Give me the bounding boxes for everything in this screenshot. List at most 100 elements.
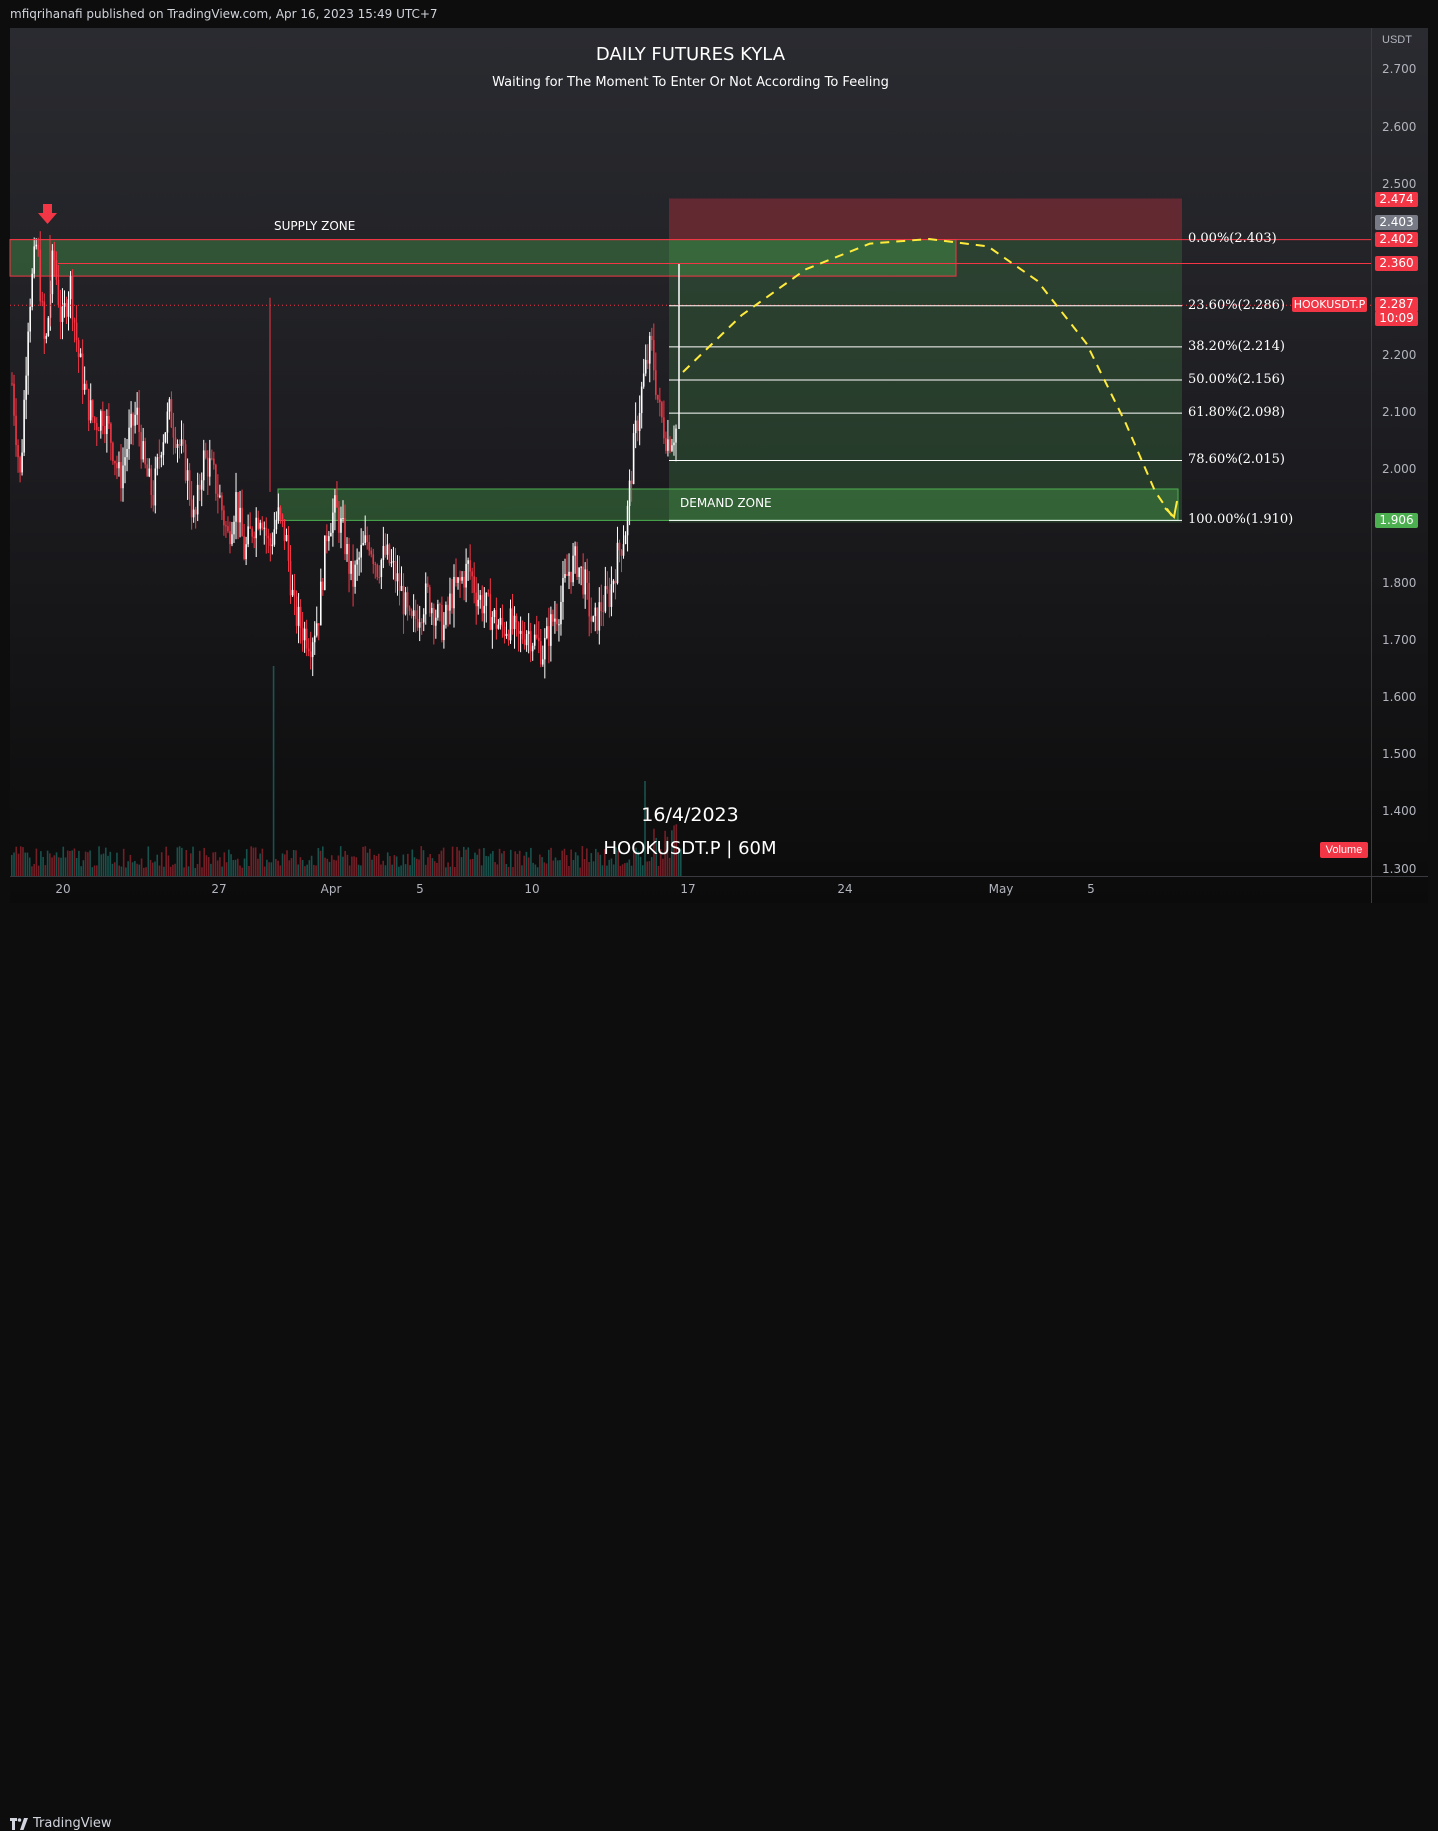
candle	[572, 555, 574, 583]
candle	[519, 630, 522, 634]
volume-bar	[398, 866, 400, 876]
volume-bar	[221, 866, 223, 876]
candle	[239, 507, 241, 523]
volume-bar	[621, 864, 624, 876]
candle	[564, 574, 566, 578]
price-axis-tick: 2.700	[1382, 62, 1417, 77]
candle	[77, 340, 80, 358]
candle	[414, 610, 417, 619]
candle	[616, 542, 619, 584]
candle	[590, 616, 593, 622]
volume-bar	[503, 850, 505, 876]
candle	[382, 545, 385, 560]
volume-bar	[250, 846, 253, 876]
candle	[505, 633, 508, 637]
volume-bar	[192, 846, 194, 876]
candle	[192, 509, 195, 518]
volume-bar	[586, 848, 588, 876]
volume-bar	[55, 852, 58, 876]
volume-bar	[590, 853, 593, 876]
candle	[188, 470, 191, 500]
volume-bar	[93, 865, 96, 876]
volume-bar	[129, 854, 132, 876]
volume-bar	[147, 846, 150, 876]
chart-canvas[interactable]	[0, 0, 1438, 939]
candle	[531, 645, 534, 652]
volume-bar	[454, 866, 456, 876]
volume-bar	[534, 864, 537, 876]
volume-bar	[389, 856, 391, 876]
candle	[648, 335, 651, 364]
volume-tag[interactable]: Volume	[1320, 842, 1368, 858]
volume-bar	[646, 861, 649, 876]
volume-bar	[102, 853, 105, 876]
candle	[443, 624, 445, 641]
volume-bar	[644, 781, 646, 876]
chart-area[interactable]	[10, 28, 1428, 903]
candle	[116, 463, 118, 469]
volume-bar	[362, 846, 364, 876]
volume-bar	[328, 861, 331, 876]
candle	[511, 608, 514, 630]
volume-bar	[601, 865, 604, 876]
candle	[445, 604, 447, 625]
candle	[267, 535, 270, 539]
volume-bar	[245, 849, 248, 876]
forecast-arrowhead	[1164, 500, 1178, 520]
candle	[265, 527, 268, 536]
published-info: mfiqrihanafi published on TradingView.co…	[10, 7, 438, 21]
candle	[412, 610, 415, 617]
candle	[93, 417, 96, 424]
volume-bar	[577, 855, 579, 876]
volume-bar	[547, 849, 550, 876]
volume-bar	[277, 860, 279, 876]
volume-bar	[583, 859, 586, 876]
candle	[634, 420, 637, 434]
demand-zone-label: DEMAND ZONE	[680, 496, 772, 510]
volume-bar	[89, 850, 91, 876]
candle	[89, 400, 92, 421]
forecast-path	[682, 238, 1176, 521]
candle	[655, 370, 657, 395]
volume-bar	[483, 847, 485, 876]
candle	[537, 637, 540, 642]
candle	[570, 571, 572, 583]
volume-bar	[550, 847, 552, 876]
volume-bar	[462, 846, 465, 876]
volume-bar	[371, 859, 373, 876]
candle	[430, 607, 433, 614]
candle	[370, 550, 373, 555]
volume-bar	[536, 867, 539, 876]
volume-bar	[263, 866, 266, 876]
candle	[404, 592, 407, 615]
candle	[283, 519, 286, 541]
candle	[251, 528, 253, 537]
volume-bar	[151, 862, 154, 876]
price-tag: 2.403	[1375, 215, 1418, 230]
candle	[507, 633, 510, 641]
volume-bar	[603, 849, 606, 876]
candle	[231, 534, 233, 545]
volume-bar	[111, 863, 114, 876]
time-axis-tick: 17	[680, 882, 696, 896]
volume-bar	[203, 847, 206, 876]
volume-bar	[525, 851, 528, 876]
volume-bar	[498, 848, 501, 876]
tradingview-logo[interactable]: TradingView	[10, 1816, 112, 1831]
volume-bar	[594, 848, 597, 876]
volume-bar	[40, 851, 42, 876]
time-axis-divider	[10, 876, 1428, 877]
volume-bar	[26, 852, 29, 876]
candle	[69, 276, 72, 300]
demand-zone	[277, 488, 1179, 521]
volume-bar	[219, 857, 221, 876]
volume-bar	[447, 862, 449, 876]
candle	[396, 573, 399, 582]
candle	[338, 507, 340, 533]
candle	[586, 569, 588, 583]
volume-bar	[527, 857, 530, 876]
candle	[596, 607, 599, 631]
candle	[644, 359, 647, 374]
candle	[279, 507, 282, 515]
candle	[91, 400, 94, 418]
